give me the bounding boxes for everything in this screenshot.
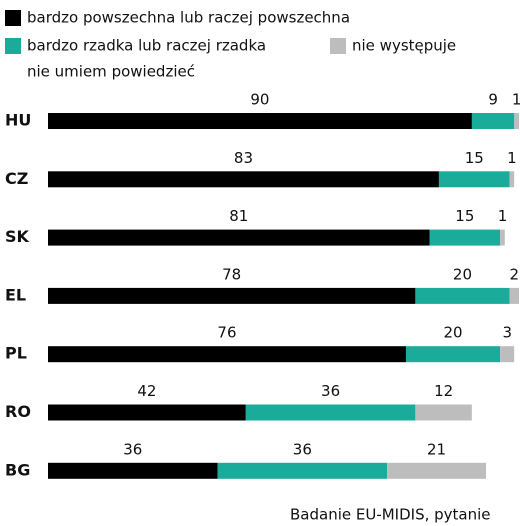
value-label: 76	[217, 324, 236, 342]
bar-segment	[486, 462, 519, 479]
value-label: 90	[250, 91, 269, 109]
category-label: PL	[5, 344, 27, 363]
legend-swatch	[330, 38, 346, 54]
bar-segment	[415, 404, 472, 421]
bar-segment	[509, 171, 515, 188]
category-label: RO	[5, 402, 31, 421]
category-label: SK	[5, 227, 30, 246]
value-label: 81	[229, 207, 248, 225]
value-label: 21	[427, 440, 446, 458]
bar-segment	[500, 346, 515, 363]
bar-segment	[504, 229, 519, 246]
value-label: 20	[453, 265, 472, 283]
source-note: Badanie EU-MIDIS, pytanie	[290, 506, 491, 524]
value-label: 36	[123, 440, 142, 458]
bar-segment	[48, 462, 218, 479]
legend-label: bardzo powszechna lub raczej powszechna	[27, 9, 350, 27]
value-label: 9	[488, 91, 498, 109]
value-label: 15	[455, 207, 474, 225]
bar-segment	[217, 462, 388, 479]
legend-label: nie umiem powiedzieć	[27, 63, 195, 81]
bar-segment	[245, 404, 416, 421]
bar-segment	[514, 113, 519, 129]
category-label: BG	[5, 460, 30, 479]
value-label: 1	[507, 149, 517, 167]
bar-segment	[500, 229, 505, 246]
value-label: 3	[502, 324, 512, 342]
bar-segment	[514, 346, 519, 363]
category-label: EL	[5, 285, 26, 304]
value-label: 20	[444, 324, 463, 342]
bar-segment	[48, 229, 430, 246]
bar-segment	[48, 113, 472, 129]
value-label: 36	[293, 440, 312, 458]
legend-swatch	[4, 63, 22, 81]
legend-swatch	[5, 10, 21, 26]
bar-segment	[471, 404, 519, 421]
bar-segment	[48, 404, 246, 421]
bar-segment	[438, 171, 510, 188]
bar-segment	[471, 113, 515, 129]
bar-segment	[509, 287, 519, 304]
bar-segment	[48, 171, 439, 188]
value-label: 12	[434, 382, 453, 400]
value-label: 42	[137, 382, 156, 400]
value-label: 78	[222, 265, 241, 283]
value-label: 1	[512, 91, 520, 109]
legend-label: nie występuje	[352, 37, 456, 55]
value-label: 15	[465, 149, 484, 167]
bar-segment	[387, 462, 487, 479]
category-label: CZ	[5, 169, 28, 188]
bar-segment	[514, 171, 519, 188]
value-label: 2	[510, 265, 520, 283]
value-label: 83	[234, 149, 253, 167]
value-label: 36	[321, 382, 340, 400]
category-label: HU	[5, 111, 31, 130]
legend-swatch	[5, 38, 21, 54]
bar-segment	[48, 287, 416, 304]
bar-segment	[405, 346, 501, 363]
bar-segment	[48, 346, 406, 363]
bar-segment	[429, 229, 501, 246]
bar-segment	[415, 287, 510, 304]
legend-label: bardzo rzadka lub raczej rzadka	[27, 37, 266, 55]
value-label: 1	[498, 207, 508, 225]
